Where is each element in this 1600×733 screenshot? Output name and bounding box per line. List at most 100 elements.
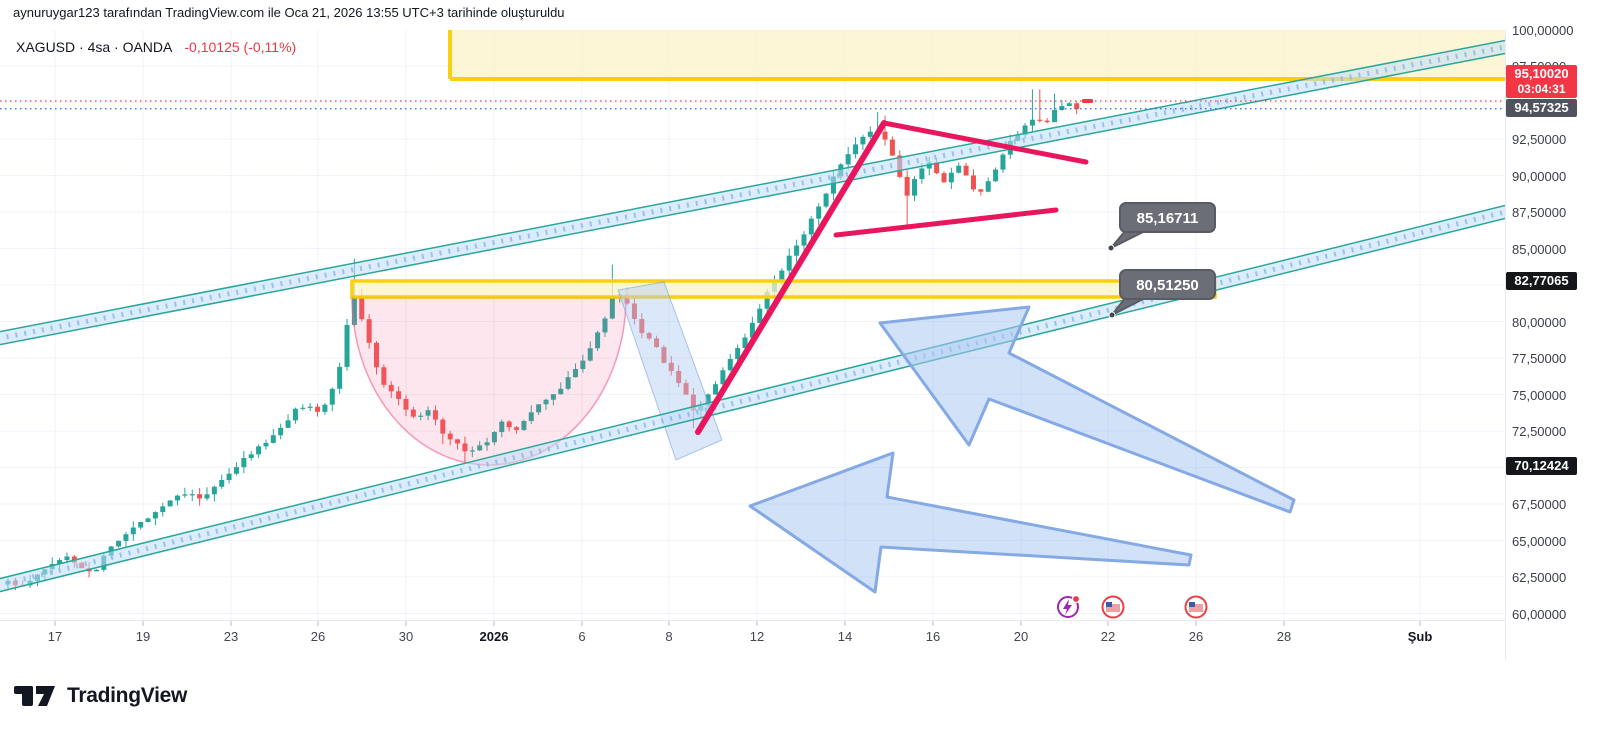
candle [528, 405, 534, 424]
candle [374, 340, 379, 375]
candle [536, 404, 542, 415]
time-tick-label: 2026 [479, 629, 509, 644]
candle [948, 167, 954, 189]
candle [344, 319, 350, 371]
price-change: -0,10125 (-0,11%) [184, 39, 297, 55]
candle [1066, 101, 1072, 107]
candle [366, 314, 372, 349]
candle [506, 420, 512, 432]
time-tick-label: 30 [398, 629, 414, 644]
candle [226, 468, 232, 484]
candle [631, 296, 637, 325]
candle [912, 176, 918, 201]
candle [160, 502, 166, 517]
tradingview-logo-icon [14, 686, 55, 706]
candle [116, 540, 122, 548]
yellow-rect-top[interactable] [448, 30, 1505, 81]
time-tick-label: 12 [749, 629, 765, 644]
candle [661, 345, 667, 364]
candle [270, 428, 276, 444]
candle [425, 406, 431, 421]
candle [720, 367, 726, 388]
candle [462, 436, 468, 463]
candle [292, 407, 298, 424]
candle [985, 177, 991, 193]
candle [867, 126, 873, 139]
candle [1052, 93, 1058, 123]
candle [204, 487, 210, 501]
candle [278, 423, 284, 440]
candle [749, 316, 755, 339]
cup-pattern[interactable] [352, 297, 626, 465]
time-tick-label: Şub [1407, 629, 1433, 644]
candle [388, 381, 394, 398]
candle [970, 169, 976, 192]
candle [978, 189, 984, 196]
candle [646, 331, 652, 341]
time-tick-label: 26 [310, 629, 326, 644]
candle [152, 511, 158, 525]
candle [727, 353, 733, 372]
price-tick-label: 65,00000 [1512, 533, 1567, 549]
price-tick-label: 75,00000 [1512, 387, 1567, 403]
us-flag-event-icon[interactable] [1184, 595, 1208, 619]
pennant-upper-line[interactable] [881, 120, 1089, 165]
candle [639, 312, 645, 339]
time-tick-label: 22 [1100, 629, 1116, 644]
candle [654, 335, 660, 348]
drawing-price-badge: 82,77065 [1506, 272, 1577, 290]
candle [713, 381, 719, 395]
candle [860, 134, 866, 150]
candle [668, 355, 674, 376]
drawing-price-badge: 70,12424 [1506, 457, 1577, 475]
candle [889, 136, 895, 156]
tradingview-brand-text: TradingView [67, 684, 188, 707]
candle [602, 316, 608, 338]
pennant-lower-line[interactable] [833, 207, 1059, 238]
candle [1000, 152, 1006, 173]
candle [167, 500, 173, 507]
impulse-line[interactable] [695, 120, 887, 435]
candle [477, 441, 483, 452]
candle [241, 450, 247, 474]
time-tick-label: 20 [1013, 629, 1029, 644]
candle [410, 406, 416, 419]
candle [256, 444, 262, 458]
candle [993, 167, 999, 183]
price-tick-label: 60,00000 [1512, 606, 1567, 622]
time-tick-label: 8 [665, 629, 673, 644]
lower-channel[interactable] [0, 204, 1505, 597]
time-tick-label: 26 [1188, 629, 1204, 644]
candle [514, 425, 520, 434]
symbol-legend[interactable]: XAGUSD · 4sa · OANDA -0,10125 (-0,11%) [16, 39, 296, 55]
flash-event-icon[interactable] [1057, 594, 1081, 618]
plot-area[interactable]: 85,16711 80,51250 [0, 30, 1505, 621]
candle [233, 462, 239, 476]
candle [565, 371, 571, 391]
candle [469, 446, 475, 458]
block-arrow-upper[interactable] [878, 305, 1296, 514]
block-arrow-lower[interactable] [748, 451, 1193, 594]
price-callout[interactable]: 85,16711 [1107, 202, 1216, 252]
candle [808, 216, 814, 242]
candle [211, 485, 217, 502]
candle [315, 403, 321, 417]
time-tick-label: 17 [47, 629, 63, 644]
us-flag-event-icon[interactable] [1101, 595, 1125, 619]
callout-price-text: 80,51250 [1136, 277, 1199, 294]
price-tick-label: 72,50000 [1512, 424, 1567, 439]
upper-channel[interactable] [0, 39, 1505, 349]
price-tick-label: 92,50000 [1512, 132, 1567, 147]
price-tick-label: 77,50000 [1512, 351, 1567, 366]
candle [145, 517, 151, 523]
candle [130, 521, 136, 541]
candle [219, 474, 225, 489]
candle [432, 405, 438, 426]
candle [550, 393, 556, 406]
tradingview-footer: TradingView [14, 684, 187, 708]
candle [499, 419, 505, 438]
price-tick-label: 85,00000 [1512, 241, 1567, 257]
price-tick-label: 87,50000 [1512, 205, 1567, 220]
price-callout[interactable]: 80,51250 [1108, 269, 1216, 319]
